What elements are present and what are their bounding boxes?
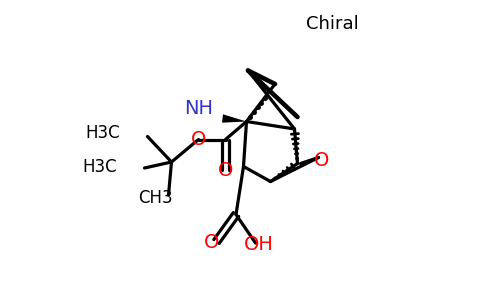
Polygon shape	[222, 114, 246, 123]
Text: H3C: H3C	[86, 124, 121, 142]
Text: OH: OH	[243, 235, 273, 254]
Text: O: O	[218, 161, 233, 181]
Text: H3C: H3C	[83, 158, 118, 175]
Text: O: O	[314, 151, 329, 170]
Text: O: O	[191, 130, 206, 149]
Text: CH3: CH3	[137, 189, 172, 207]
Text: NH: NH	[184, 98, 213, 118]
Text: O: O	[204, 233, 220, 253]
Text: Chiral: Chiral	[305, 15, 358, 33]
